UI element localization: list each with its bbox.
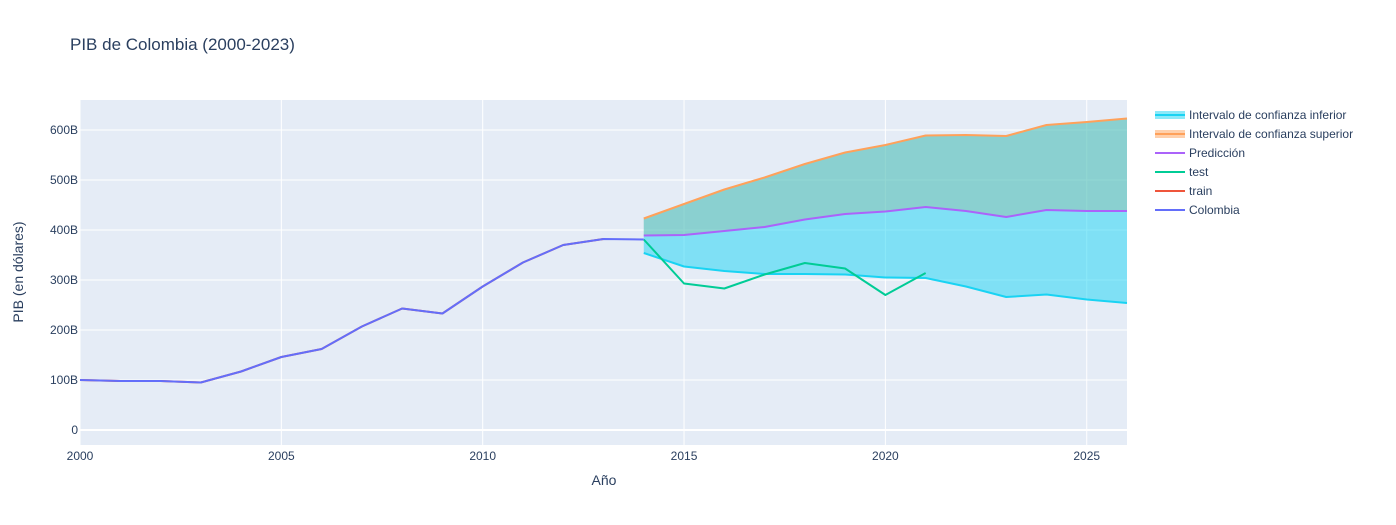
y-tick-label: 300B: [50, 273, 78, 287]
x-tick-label: 2005: [268, 449, 295, 463]
series-line-intervalo-de-confianza-superior: [643, 117, 1128, 220]
legend-item-predicci-n[interactable]: Predicción: [1155, 146, 1245, 160]
series-line-test: [643, 238, 927, 296]
legend-label: Colombia: [1189, 203, 1240, 217]
legend-label: test: [1189, 165, 1209, 179]
y-ticks: 0 100B 200B 300B 400B 500B 600B: [50, 123, 78, 437]
series-line-predicci-n: [643, 206, 1127, 237]
chart-title: PIB de Colombia (2000-2023): [70, 35, 295, 54]
confidence-fills: [643, 118, 1127, 303]
legend[interactable]: Intervalo de confianza inferior Intervalo…: [1155, 108, 1353, 217]
y-tick-label: 600B: [50, 123, 78, 137]
upper-interval-fill: [643, 118, 1127, 236]
legend-item-intervalo-de-confianza-superior[interactable]: Intervalo de confianza superior: [1155, 127, 1353, 141]
x-tick-label: 2000: [67, 449, 94, 463]
series-line-colombia: [79, 238, 644, 384]
x-axis-label: Año: [592, 472, 617, 488]
x-tick-label: 2015: [671, 449, 698, 463]
legend-item-test[interactable]: test: [1155, 165, 1209, 179]
y-tick-label: 100B: [50, 373, 78, 387]
legend-item-colombia[interactable]: Colombia: [1155, 203, 1240, 217]
legend-item-train[interactable]: train: [1155, 184, 1212, 198]
legend-label: Intervalo de confianza superior: [1189, 127, 1353, 141]
x-tick-label: 2020: [872, 449, 899, 463]
y-axis-label: PIB (en dólares): [10, 221, 26, 322]
series-lines: [79, 117, 1128, 384]
y-tick-label: 0: [71, 423, 78, 437]
x-tick-label: 2025: [1073, 449, 1100, 463]
x-tick-label: 2010: [469, 449, 496, 463]
legend-item-intervalo-de-confianza-inferior[interactable]: Intervalo de confianza inferior: [1155, 108, 1346, 122]
legend-label: train: [1189, 184, 1212, 198]
legend-label: Intervalo de confianza inferior: [1189, 108, 1346, 122]
legend-label: Predicción: [1189, 146, 1245, 160]
x-ticks: 2000 2005 2010 2015 2020 2025: [67, 449, 1101, 463]
series-line-intervalo-de-confianza-inferior: [643, 252, 1128, 304]
y-tick-label: 200B: [50, 323, 78, 337]
upper-interval-fill-tint: [643, 118, 1127, 236]
lower-interval-fill: [643, 207, 1127, 303]
y-tick-label: 500B: [50, 173, 78, 187]
y-tick-label: 400B: [50, 223, 78, 237]
